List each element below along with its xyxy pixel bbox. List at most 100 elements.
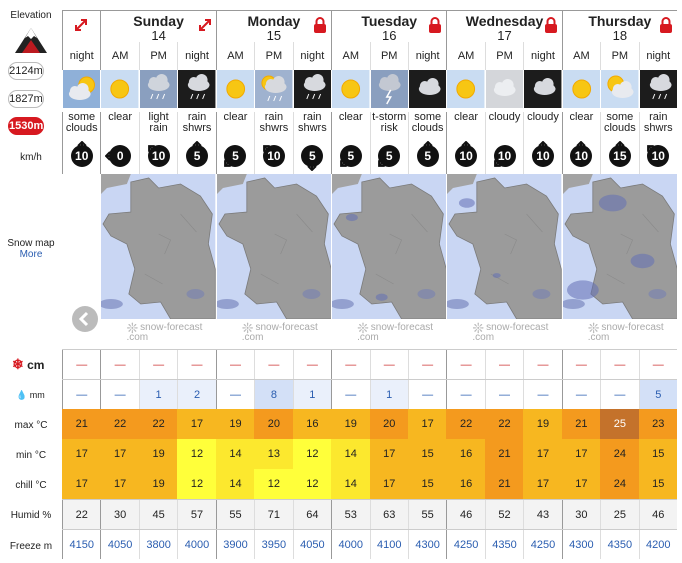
cloud-icon [485, 70, 524, 108]
lock-icon[interactable] [312, 17, 328, 33]
weather-summary: clear [215, 112, 254, 138]
snow-map-row[interactable] [62, 174, 677, 319]
snow-map-tile[interactable] [446, 174, 562, 319]
weather-summary: clear [331, 112, 369, 138]
wind-cell: 5 [292, 138, 331, 174]
snow-amount: — [407, 350, 446, 379]
wind-speed: 10 [455, 145, 478, 167]
snowflake-logo-icon: ❊ [241, 320, 254, 336]
max-temp: 19 [331, 409, 370, 439]
thunder-icon [370, 70, 408, 108]
france-map-icon [216, 174, 332, 319]
snowflake-icon: ❄ [12, 356, 24, 372]
france-map-icon [101, 174, 216, 319]
day-number: 15 [266, 28, 282, 43]
elevation-mid-button[interactable]: 1827m [8, 90, 44, 108]
wind-speed: 10 [147, 145, 170, 167]
rain-amount: — [100, 380, 138, 409]
max-temp: 21 [62, 409, 101, 439]
expand-arrows-icon[interactable] [197, 17, 213, 33]
rain-amount: 5 [638, 380, 677, 409]
freeze-level: 3900 [215, 530, 254, 559]
day-name: Sunday [133, 13, 184, 29]
attribution-text: snow-forecast [370, 322, 434, 333]
rain-amount: — [331, 380, 369, 409]
humidity-value: 45 [138, 500, 177, 529]
lock-icon[interactable] [427, 17, 443, 33]
snowflake-logo-icon: ❊ [587, 320, 600, 336]
elevation-bottom-button[interactable]: 1530m [8, 117, 44, 135]
period-label: night [638, 42, 677, 70]
day-header: Wednesday 17 [446, 11, 561, 43]
lock-icon[interactable] [543, 17, 559, 33]
wind-row: 10 0 10 5 5 10 5 5 5 5 10 10 10 10 15 10 [62, 138, 677, 174]
rain-unit-label: 💧 mm [16, 390, 45, 400]
sun-icon [562, 70, 601, 108]
min-temp: 17 [523, 439, 562, 469]
weather-icon-cell [446, 70, 485, 108]
humidity-value: 46 [446, 500, 484, 529]
max-temp: 19 [215, 409, 255, 439]
snow-map-tile[interactable] [561, 174, 677, 319]
rain-night-icon [639, 70, 677, 108]
chill-temp-label: chill °C [15, 480, 47, 491]
wind-cell: 10 [138, 138, 177, 174]
max-temp: 25 [600, 409, 639, 439]
attribution-text: snow-forecast [601, 322, 664, 333]
weather-icon-cell [292, 70, 332, 108]
lock-icon[interactable] [658, 17, 674, 33]
wind-speed: 10 [647, 145, 670, 167]
min-temp: 17 [369, 439, 408, 469]
min-temp-label: min °C [15, 450, 47, 461]
wind-cell: 5 [407, 138, 446, 174]
snow-map-tile[interactable] [215, 174, 332, 319]
freeze-level: 4300 [407, 530, 446, 559]
period-label: night [523, 42, 561, 70]
expand-arrows-icon[interactable] [73, 17, 89, 33]
rain-amount: — [446, 380, 484, 409]
chill-temp: 17 [523, 469, 562, 499]
chill-temp: 17 [561, 469, 601, 499]
day-number: 14 [151, 28, 166, 43]
rain-amount: — [600, 380, 638, 409]
snow-amount: — [177, 350, 215, 379]
humidity-value: 57 [177, 500, 215, 529]
period-label: PM [369, 42, 408, 70]
wind-speed: 5 [186, 145, 209, 167]
max-temp: 22 [100, 409, 139, 439]
chill-temp: 12 [292, 469, 332, 499]
elevation-top-button[interactable]: 2124m [8, 62, 44, 80]
freeze-level: 4300 [561, 530, 600, 559]
max-temp: 22 [484, 409, 524, 439]
wind-cell: 10 [484, 138, 523, 174]
wind-speed: 0 [109, 145, 132, 167]
wind-cell: 5 [369, 138, 408, 174]
wind-cell: 0 [100, 138, 138, 174]
min-temp: 14 [215, 439, 255, 469]
attribution-domain: .com [126, 332, 149, 343]
rain-icon [255, 70, 293, 108]
period-label: AM [215, 42, 254, 70]
snow-map-label: Snow map [7, 238, 55, 249]
wind-speed: 10 [493, 145, 516, 167]
weather-icon-cell [254, 70, 293, 108]
min-temp: 24 [600, 439, 639, 469]
period-label: AM [100, 42, 138, 70]
snow-forecast-attribution: ❊ snow-forecast .com [241, 320, 318, 343]
max-temp: 20 [254, 409, 293, 439]
period-label: night [292, 42, 331, 70]
weather-summary: rain shwrs [292, 112, 331, 138]
france-map-icon [332, 174, 447, 319]
rain-night-icon [178, 70, 216, 108]
chill-temp: 12 [254, 469, 293, 499]
chill-temp: 14 [215, 469, 255, 499]
chill-temp: 24 [600, 469, 639, 499]
snow-map-tile[interactable] [331, 174, 447, 319]
period-label: PM [254, 42, 292, 70]
snow-map-tile[interactable] [100, 174, 216, 319]
min-temp: 19 [138, 439, 178, 469]
snow-amount: — [100, 350, 138, 379]
wind-cell: 5 [215, 138, 254, 174]
more-link[interactable]: More [19, 249, 43, 260]
map-prev-button[interactable] [72, 306, 98, 332]
